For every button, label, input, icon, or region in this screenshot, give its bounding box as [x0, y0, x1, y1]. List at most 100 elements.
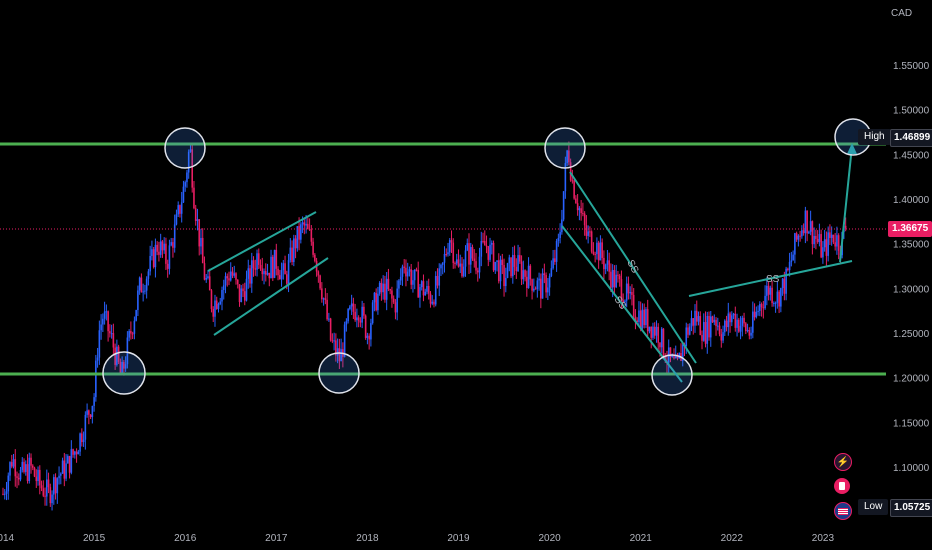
candle-body — [70, 449, 73, 473]
candle-body — [203, 263, 206, 280]
candle-body — [524, 270, 526, 277]
candle-body — [513, 254, 516, 267]
candle-body — [271, 256, 274, 278]
channel-line-2b[interactable] — [561, 225, 683, 383]
candle-body — [198, 219, 201, 247]
candle-body — [61, 460, 64, 474]
candle-body — [783, 278, 786, 294]
candle-body — [243, 291, 246, 301]
candle-body — [552, 258, 554, 269]
candle-body — [561, 219, 563, 233]
highlight-circle-2015-bottom[interactable] — [102, 351, 146, 395]
candle-body — [326, 299, 328, 320]
candle-body — [17, 477, 20, 480]
candle-body — [674, 354, 677, 359]
trendline-2022[interactable] — [688, 260, 853, 297]
candle-body — [275, 249, 278, 269]
candle-body — [200, 237, 202, 247]
candle-body — [261, 268, 264, 275]
candle-body — [795, 233, 798, 240]
candle-body — [208, 276, 211, 291]
candle-body — [825, 239, 828, 256]
candle-body — [74, 451, 76, 455]
price-axis[interactable]: 1.55000 1.50000 1.45000 1.40000 1.35000 1.300… — [893, 61, 930, 474]
candle-body — [568, 150, 570, 163]
candle-body — [508, 257, 511, 264]
candle-body — [3, 493, 6, 495]
candle-body — [813, 235, 815, 245]
candle-body — [426, 285, 428, 292]
channel-line-2a[interactable] — [569, 171, 697, 364]
candle-body — [130, 331, 132, 334]
candle-body — [699, 316, 702, 336]
highlight-circle-2017-bottom[interactable] — [318, 352, 360, 394]
candle-body — [314, 254, 316, 261]
candle-body — [531, 279, 533, 291]
candle-body — [673, 355, 675, 359]
candle-body — [28, 457, 31, 482]
candle-body — [228, 278, 230, 281]
candle-body — [413, 269, 416, 281]
candle-body — [497, 260, 500, 282]
candle-body — [35, 476, 38, 482]
candle-body — [785, 268, 787, 294]
time-axis[interactable]: 2014 2015 2016 2017 2018 2019 2020 2021 2022 2023 — [0, 533, 834, 544]
candle-body — [804, 210, 807, 234]
candle-body — [837, 235, 840, 251]
candle-body — [515, 266, 518, 272]
candle-body — [741, 317, 744, 326]
us-flag-icon[interactable] — [834, 502, 852, 520]
candle-body — [610, 271, 612, 288]
channel-line-1b[interactable] — [213, 257, 329, 336]
candle-body — [159, 241, 162, 255]
candle-body — [799, 235, 801, 237]
candle-body — [147, 271, 150, 279]
candle-body — [529, 265, 532, 280]
candle-body — [214, 300, 216, 317]
candle-body — [624, 300, 626, 303]
candle-body — [135, 310, 137, 321]
candle-body — [550, 268, 553, 276]
candle-body — [410, 269, 412, 285]
highlight-circle-2016-top[interactable] — [164, 127, 206, 169]
highlight-circle-2021-bottom[interactable] — [651, 354, 693, 396]
candle-body — [811, 221, 814, 245]
candle-body — [718, 325, 721, 335]
event-flag-icon[interactable] — [834, 478, 850, 494]
candle-body — [510, 257, 512, 277]
candle-body — [23, 461, 25, 472]
candle-body — [725, 320, 728, 328]
candle-body — [363, 306, 365, 316]
candle-body — [731, 315, 733, 323]
candle-body — [816, 238, 819, 243]
candle-body — [86, 410, 88, 415]
candle-body — [51, 494, 53, 504]
candle-body — [280, 270, 283, 280]
candle-body — [336, 348, 339, 356]
candle-body — [781, 278, 784, 289]
candle-body — [405, 267, 407, 277]
candle-body — [641, 309, 644, 328]
candle-body — [377, 293, 379, 311]
candle-body — [454, 263, 456, 265]
candle-body — [660, 328, 663, 348]
x-tick-label: 2022 — [721, 533, 744, 544]
candle-body — [96, 357, 99, 361]
candle-body — [445, 253, 448, 255]
current-price-tag: 1.36675 — [888, 221, 932, 237]
candle-body — [321, 288, 323, 300]
candle-body — [333, 340, 335, 342]
candle-body — [264, 271, 267, 275]
breakout-arrow[interactable] — [839, 145, 853, 263]
channel-line-1a[interactable] — [207, 211, 317, 272]
candle-body — [156, 244, 158, 252]
lightning-icon[interactable]: ⚡ — [834, 453, 852, 471]
candle-body — [575, 198, 577, 204]
candle-body — [77, 451, 80, 455]
y-tick-label: 1.20000 — [893, 374, 930, 385]
candle-body — [415, 269, 418, 271]
candle-body — [103, 311, 106, 319]
highlight-circle-2020-top[interactable] — [544, 127, 586, 169]
candle-body — [89, 414, 92, 418]
